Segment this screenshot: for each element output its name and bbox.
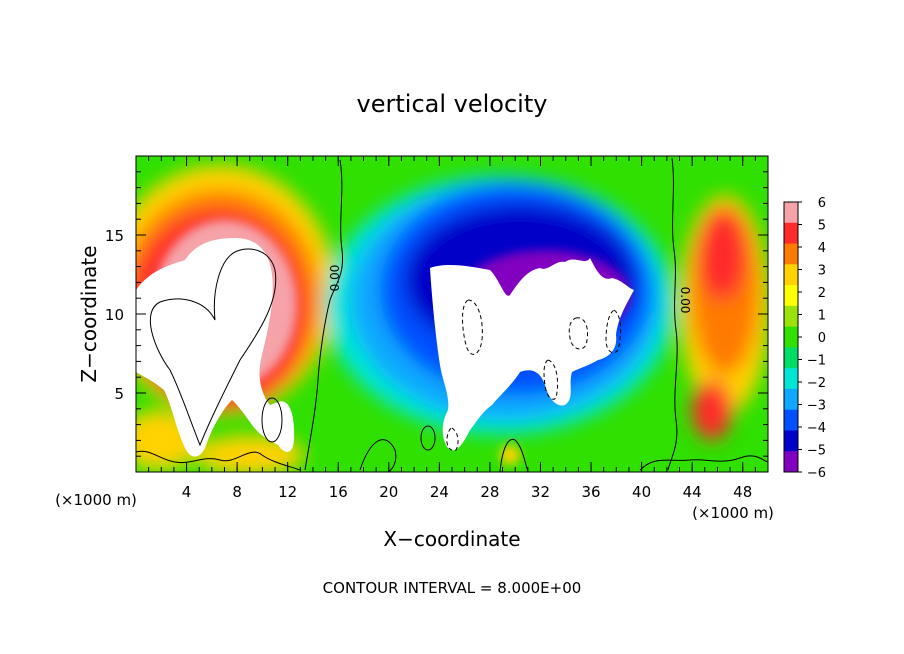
colorbar-swatch — [784, 202, 798, 224]
colorbar-label: 3 — [818, 264, 826, 279]
colorbar-swatch — [784, 430, 798, 452]
contour-base-right — [639, 455, 768, 471]
contour-heart — [150, 248, 277, 447]
velocity-field — [136, 156, 768, 472]
contour-oval-center — [420, 425, 436, 451]
contour-dash-5 — [446, 427, 459, 451]
contour-oval-left — [261, 397, 283, 443]
colorbar-swatch — [784, 264, 798, 286]
x-unit-right: (×1000 m) — [692, 504, 774, 522]
colorbar-swatch — [784, 368, 798, 390]
colorbar-swatch — [784, 388, 798, 411]
x-tick-label: 4 — [182, 483, 192, 501]
field-right-red-low — [692, 380, 732, 440]
contour-dash-2 — [568, 317, 589, 350]
x-tick-label: 8 — [232, 483, 242, 501]
contour-label-right: 0.00 — [678, 287, 692, 314]
field-right-red — [698, 210, 746, 300]
y-tick-label: 5 — [114, 385, 124, 403]
colorbar-label: 2 — [818, 286, 826, 301]
colorbar-label: 0 — [818, 331, 826, 346]
colorbar: 6 5 4 3 2 1 0 −1 −2 −3 −4 −5 −6 — [783, 196, 826, 481]
contour-dash-3 — [605, 309, 622, 354]
contour-hill — [499, 438, 529, 472]
field-left-white — [136, 238, 295, 457]
colorbar-label: 4 — [818, 241, 826, 256]
colorbar-swatch — [784, 409, 798, 431]
colorbar-label: −1 — [807, 354, 826, 369]
contour-base-left — [136, 450, 301, 471]
x-tick-label: 28 — [480, 483, 499, 501]
x-tick-label: 36 — [581, 483, 600, 501]
colorbar-swatch — [784, 222, 798, 245]
colorbar-swatch — [784, 347, 798, 369]
x-axis: 4 8 12 16 20 24 28 32 36 40 44 48 — [135, 156, 769, 501]
chart-title: vertical velocity — [357, 90, 548, 118]
field-hotspot — [500, 445, 520, 465]
contour-interval: CONTOUR INTERVAL = 8.000E+00 — [323, 579, 582, 597]
x-tick-label: 44 — [683, 483, 702, 501]
colorbar-swatch — [784, 326, 798, 348]
x-tick-label: 48 — [733, 483, 752, 501]
y-tick-label: 15 — [105, 227, 124, 245]
x-axis-label: X−coordinate — [383, 527, 520, 551]
x-tick-label: 24 — [430, 483, 449, 501]
y-axis-label: Z−coordinate — [77, 245, 101, 382]
contour-label-left: 0.00 — [328, 265, 342, 292]
field-center-white — [430, 258, 634, 451]
colorbar-label: −5 — [807, 444, 826, 459]
colorbar-swatch — [784, 243, 798, 265]
y-axis: 5 10 15 — [105, 155, 768, 473]
x-unit-left: (×1000 m) — [55, 491, 137, 509]
colorbar-swatch — [784, 285, 798, 307]
contour-label-group: 0.00 0.00 — [328, 265, 692, 314]
contour-dash-4 — [543, 359, 559, 400]
contour-low-center — [359, 439, 397, 472]
colorbar-swatch — [784, 451, 798, 473]
colorbar-label: 5 — [818, 219, 826, 234]
contour-zero-right — [667, 157, 678, 471]
y-tick-label: 10 — [105, 306, 124, 324]
colorbar-label: 1 — [818, 309, 826, 324]
colorbar-label: −2 — [807, 376, 826, 391]
x-tick-label: 32 — [531, 483, 550, 501]
colorbar-label: −6 — [807, 466, 826, 481]
colorbar-label: −4 — [807, 421, 826, 436]
colorbar-swatch — [784, 305, 798, 328]
colorbar-label: −3 — [807, 399, 826, 414]
contour-lines — [136, 157, 768, 472]
colorbar-label: 6 — [818, 196, 826, 211]
x-tick-label: 40 — [632, 483, 651, 501]
contour-zero-left — [304, 159, 344, 471]
x-tick-label: 20 — [379, 483, 398, 501]
x-tick-label: 12 — [278, 483, 297, 501]
x-tick-label: 16 — [329, 483, 348, 501]
